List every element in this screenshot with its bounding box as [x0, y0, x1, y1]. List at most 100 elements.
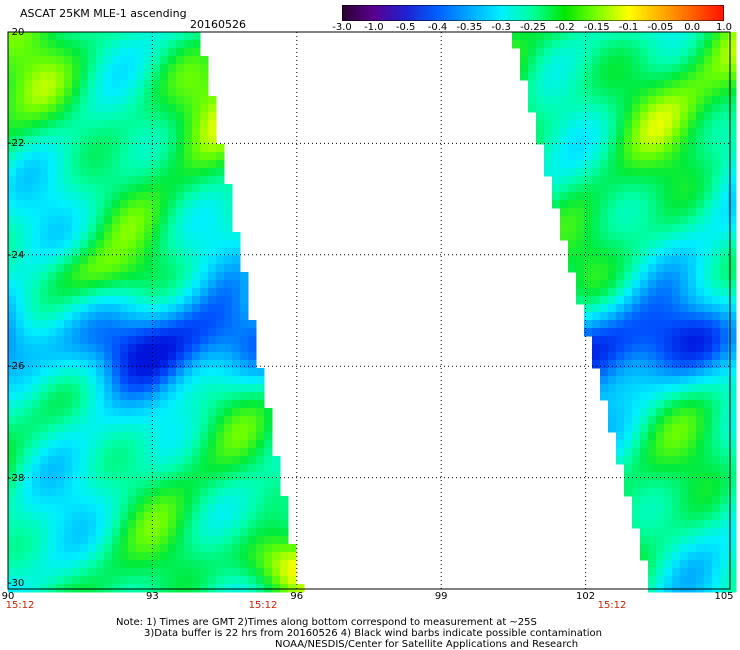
data-cell — [696, 144, 705, 153]
data-cell — [584, 176, 593, 185]
data-cell — [152, 496, 161, 505]
data-cell — [96, 56, 105, 65]
data-cell — [112, 408, 121, 417]
data-cell — [56, 352, 65, 361]
data-cell — [72, 576, 81, 585]
data-cell — [80, 112, 89, 121]
data-cell — [168, 96, 177, 105]
data-cell — [136, 384, 145, 393]
data-cell — [592, 280, 601, 289]
data-cell — [688, 40, 697, 49]
data-cell — [160, 472, 169, 481]
data-cell — [728, 240, 737, 249]
data-cell — [688, 248, 697, 257]
data-cell — [568, 128, 577, 137]
data-cell — [152, 464, 161, 473]
data-cell — [184, 320, 193, 329]
data-cell — [80, 512, 89, 521]
data-cell — [224, 528, 233, 537]
data-cell — [16, 408, 25, 417]
data-cell — [152, 232, 161, 241]
data-cell — [144, 400, 153, 409]
data-cell — [696, 160, 705, 169]
data-cell — [152, 272, 161, 281]
data-cell — [672, 400, 681, 409]
color-bar-labels: -3.0 -1.0 -0.5 -0.4 -0.35 -0.3 -0.25 -0.2 -0.15-… — [330, 22, 740, 34]
data-cell — [40, 384, 49, 393]
data-cell — [208, 104, 217, 113]
color-bar-label: 0.0 — [684, 22, 701, 33]
data-cell — [624, 312, 633, 321]
data-cell — [568, 248, 577, 257]
data-cell — [248, 416, 257, 425]
data-cell — [104, 384, 113, 393]
data-cell — [208, 576, 217, 585]
data-cell — [600, 392, 609, 401]
data-cell — [176, 488, 185, 497]
data-cell — [696, 200, 705, 209]
data-cell — [696, 272, 705, 281]
data-cell — [8, 40, 17, 49]
data-cell — [176, 496, 185, 505]
data-cell — [552, 32, 561, 41]
data-cell — [712, 304, 721, 313]
data-cell — [616, 104, 625, 113]
data-cell — [280, 568, 289, 577]
data-cell — [168, 56, 177, 65]
data-cell — [128, 32, 137, 41]
data-cell — [656, 152, 665, 161]
data-cell — [200, 328, 209, 337]
data-cell — [648, 344, 657, 353]
data-cell — [640, 368, 649, 377]
data-cell — [616, 272, 625, 281]
data-cell — [64, 96, 73, 105]
data-cell — [712, 448, 721, 457]
data-cell — [40, 176, 49, 185]
data-cell — [24, 312, 33, 321]
data-cell — [8, 80, 17, 89]
data-cell — [168, 432, 177, 441]
data-cell — [720, 88, 729, 97]
data-cell — [16, 224, 25, 233]
data-cell — [40, 456, 49, 465]
data-cell — [96, 104, 105, 113]
data-cell — [704, 168, 713, 177]
data-cell — [96, 80, 105, 89]
data-cell — [128, 472, 137, 481]
data-cell — [48, 400, 57, 409]
data-cell — [168, 312, 177, 321]
data-cell — [680, 344, 689, 353]
data-cell — [608, 272, 617, 281]
data-cell — [728, 56, 737, 65]
data-cell — [112, 128, 121, 137]
data-cell — [568, 200, 577, 209]
data-cell — [168, 544, 177, 553]
data-cell — [648, 536, 657, 545]
data-cell — [288, 560, 297, 569]
data-cell — [680, 216, 689, 225]
data-cell — [264, 440, 273, 449]
data-cell — [88, 56, 97, 65]
data-cell — [128, 416, 137, 425]
data-cell — [200, 384, 209, 393]
data-cell — [712, 384, 721, 393]
data-cell — [592, 272, 601, 281]
data-cell — [32, 360, 41, 369]
data-cell — [112, 144, 121, 153]
data-cell — [280, 496, 289, 505]
data-cell — [576, 176, 585, 185]
data-cell — [624, 56, 633, 65]
data-cell — [584, 216, 593, 225]
data-cell — [128, 328, 137, 337]
data-cell — [208, 352, 217, 361]
data-cell — [536, 96, 545, 105]
data-cell — [272, 560, 281, 569]
data-cell — [88, 216, 97, 225]
data-cell — [160, 256, 169, 265]
data-cell — [256, 400, 265, 409]
data-cell — [720, 536, 729, 545]
data-cell — [720, 216, 729, 225]
data-cell — [208, 96, 217, 105]
data-cell — [64, 488, 73, 497]
data-cell — [240, 456, 249, 465]
